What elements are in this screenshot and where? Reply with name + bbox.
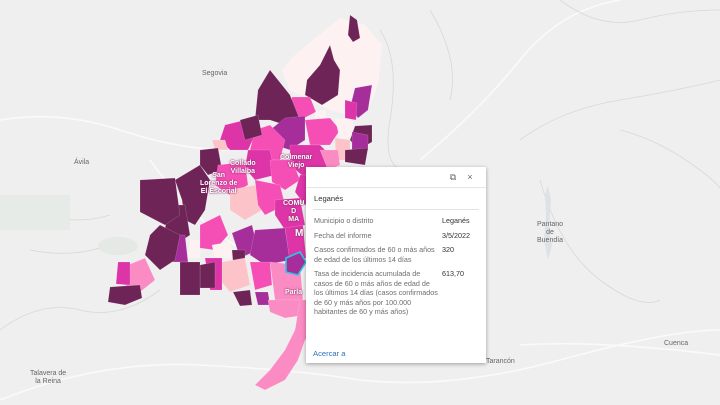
leganes-highlight <box>285 250 307 276</box>
field-value: Leganés <box>442 216 470 225</box>
place-label-tarancon: Tarancón <box>486 358 515 365</box>
table-row: Municipio o distrito Leganés <box>314 216 478 231</box>
dock-icon[interactable]: ⧉ <box>449 172 457 182</box>
muni-label-san-lorenzo: San Lorenzo de El Escorial <box>200 172 238 195</box>
place-label-segovia: Segovia <box>202 70 228 77</box>
table-row: Casos confirmados de 60 o más años de ed… <box>314 245 478 269</box>
field-label: Casos confirmados de 60 o más años de ed… <box>314 245 435 264</box>
choropleth-municipalities <box>107 14 383 391</box>
basemap-rivers <box>0 0 720 331</box>
field-value: 320 <box>442 245 454 254</box>
muni-label-collado-villalba: Collado Villalba <box>230 160 256 175</box>
popup-title: Leganés <box>314 194 344 203</box>
place-label-talavera: Talavera de la Reina <box>30 370 67 385</box>
muni-label-comunidad: COMU D MA <box>283 200 305 223</box>
table-row: Tasa de incidencia acumulada de casos de… <box>314 269 478 322</box>
feature-popup: ⧉ × Leganés Municipio o distrito Leganés… <box>306 167 486 363</box>
popup-divider <box>313 209 479 210</box>
field-label: Municipio o distrito <box>314 216 374 225</box>
place-label-cuenca: Cuenca <box>664 340 689 347</box>
field-label: Fecha del informe <box>314 230 372 240</box>
place-label-buendia: Pantano de Buendía <box>537 221 564 244</box>
popup-header: ⧉ × <box>306 167 486 188</box>
zoom-to-link[interactable]: Acercar a <box>313 349 346 358</box>
field-value: 613,70 <box>442 269 464 278</box>
field-label: Tasa de incidencia acumulada de casos de… <box>314 269 438 316</box>
basemap-waterbodies <box>0 185 552 260</box>
muni-label-colmenar-viejo: Colmenar Viejo <box>280 154 313 169</box>
popup-attributes-table: Municipio o distrito Leganés Fecha del i… <box>314 216 478 322</box>
table-row: Fecha del informe 3/5/2022 <box>314 231 478 246</box>
close-icon[interactable]: × <box>467 172 473 182</box>
muni-label-madrid: M <box>295 228 304 239</box>
place-label-avila: Ávila <box>74 159 90 166</box>
field-value: 3/5/2022 <box>442 230 470 240</box>
muni-label-parla: Parla <box>285 289 303 296</box>
